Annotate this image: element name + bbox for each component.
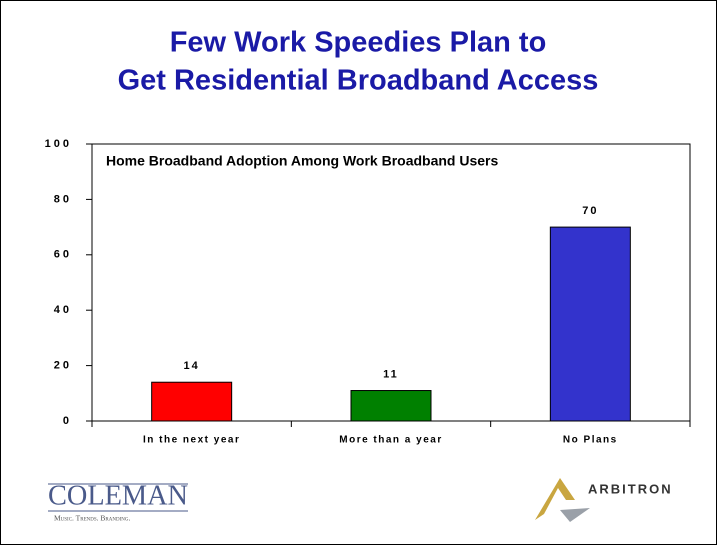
x-tick-label: More than a year (339, 435, 442, 446)
y-tick-label: 80 (54, 193, 72, 205)
subtitle: Home Broadband Adoption Among Work Broad… (106, 153, 498, 169)
arbitron-logo: ARBITRON (535, 478, 673, 522)
y-tick-label: 60 (54, 249, 72, 261)
y-tick-label: 40 (54, 304, 72, 316)
coleman-tagline: Music. Trends. Branding. (54, 514, 130, 523)
y-tick-label: 100 (45, 138, 72, 150)
arbitron-name: ARBITRON (588, 481, 673, 496)
coleman-logo: COLEMAN Music. Trends. Branding. (48, 480, 188, 523)
value-label: 11 (383, 368, 399, 380)
value-label: 14 (184, 360, 200, 372)
bar (350, 390, 432, 422)
bar (151, 381, 233, 422)
coleman-name: COLEMAN (48, 480, 188, 511)
y-tick-label: 0 (63, 415, 72, 427)
title-line: Few Work Speedies Plan to (170, 27, 547, 59)
title-line: Get Residential Broadband Access (118, 65, 599, 97)
x-tick-label: In the next year (143, 435, 240, 446)
x-tick-label: No Plans (563, 435, 618, 446)
value-label: 70 (582, 205, 598, 217)
y-tick-label: 20 (54, 360, 72, 372)
bar (549, 226, 631, 422)
